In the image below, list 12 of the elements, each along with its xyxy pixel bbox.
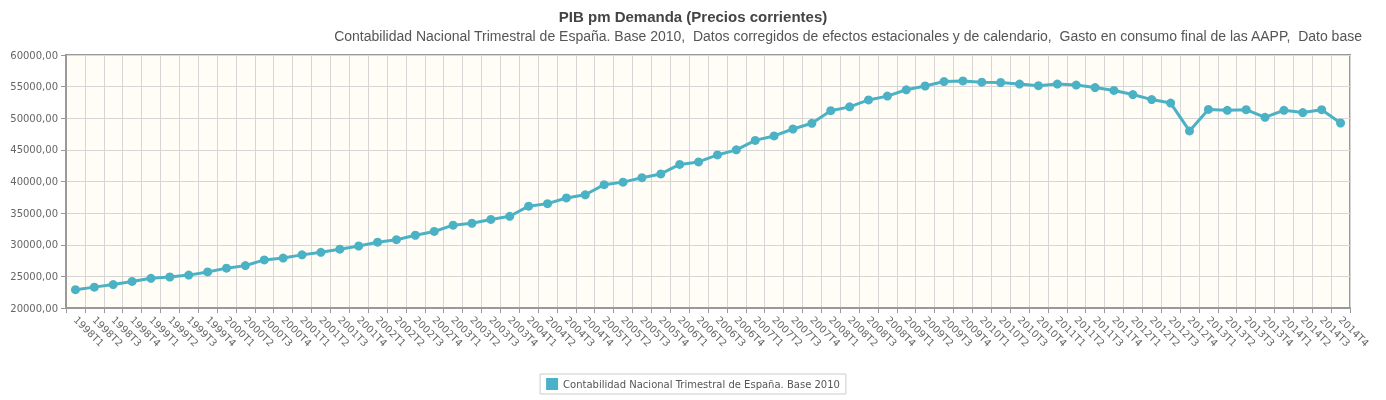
y-tick-label: 20000,00 <box>10 302 58 314</box>
y-tick-label: 40000,00 <box>10 176 58 187</box>
y-tick-label: 55000,00 <box>10 81 58 93</box>
y-tick-label: 30000,00 <box>10 239 58 251</box>
y-tick-label: 60000,00 <box>10 49 58 61</box>
chart-title: PIB pm Demanda (Precios corrientes) <box>558 8 828 25</box>
y-tick-label: 50000,00 <box>10 112 58 124</box>
legend-label: Contabilidad Nacional Trimestral de España. Base 2010 <box>563 378 840 390</box>
y-tick-label: 35000,00 <box>10 207 58 219</box>
chart-subtitle: Contabilidad Nacional Trimestral de España. Base 2010, Datos corregidos de efectos estacionales y de calendario, Gasto en consumo final de las AAPP, Dato base <box>334 28 1363 44</box>
y-tick-label: 45000,00 <box>10 144 58 156</box>
y-tick-label: 25000,00 <box>10 270 58 282</box>
